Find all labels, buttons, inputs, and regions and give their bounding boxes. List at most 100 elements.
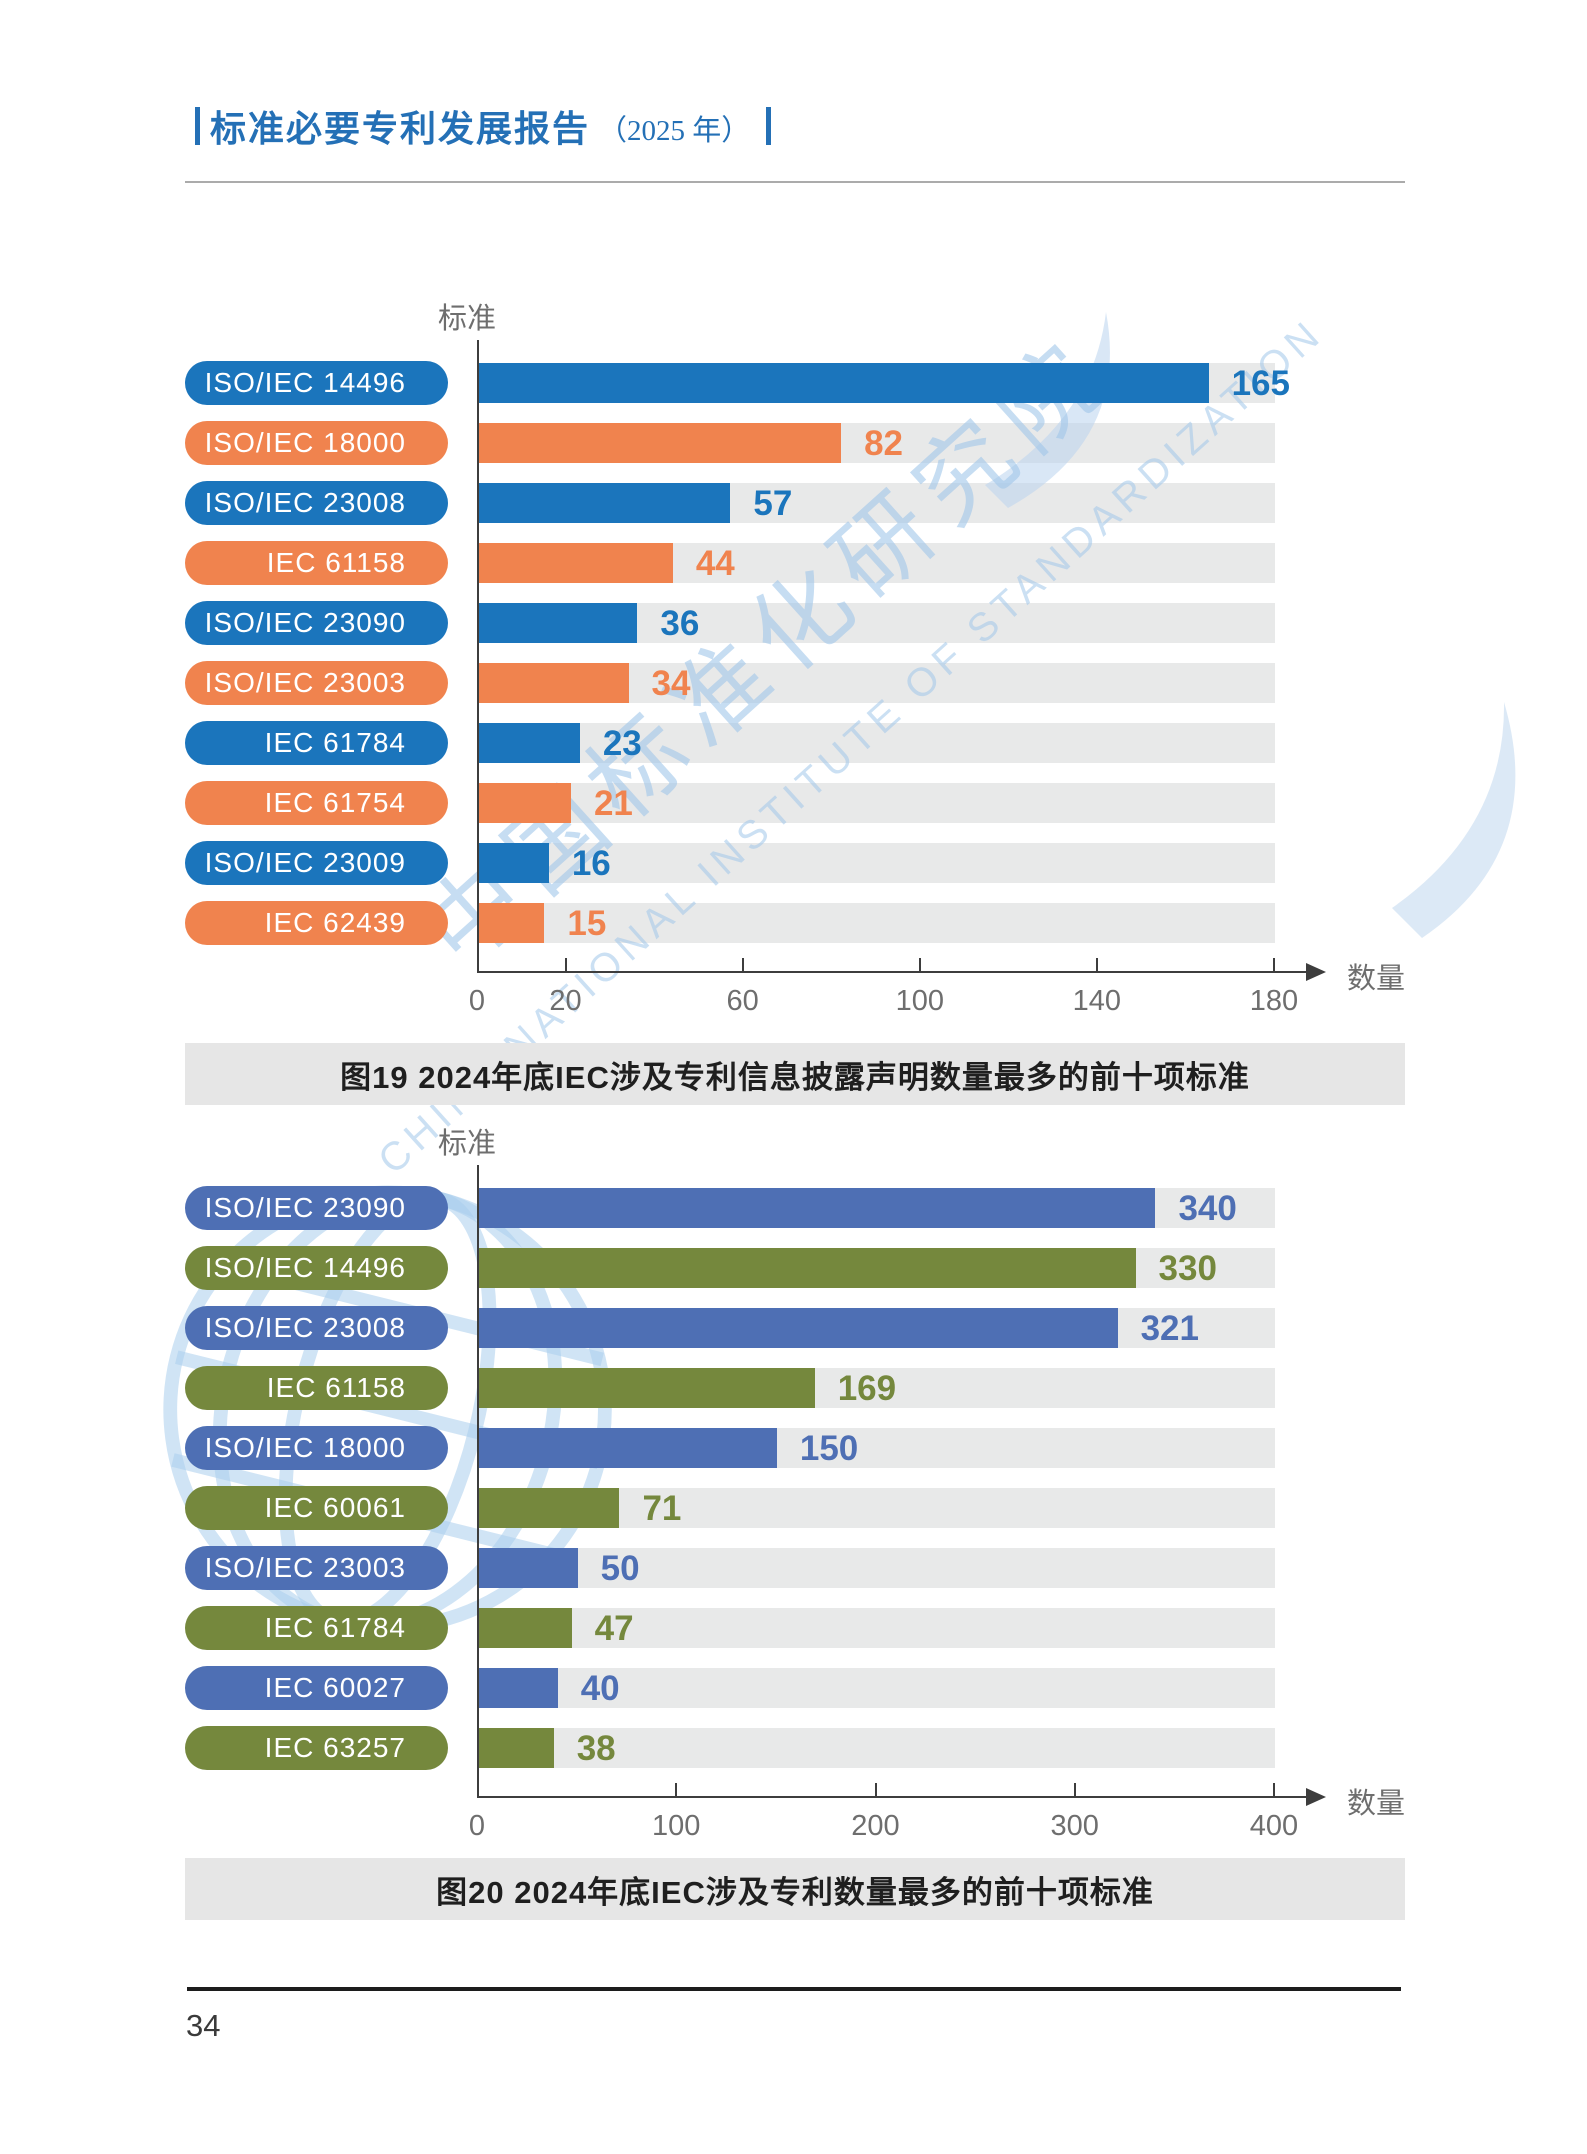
value-label: 44 (695, 544, 735, 583)
x-axis-line (477, 1796, 1307, 1798)
value-label: 340 (1178, 1189, 1237, 1228)
category-pill: IEC 61158 (185, 541, 448, 585)
value-label: 150 (799, 1429, 859, 1468)
bar (478, 723, 580, 763)
bar (478, 1608, 572, 1648)
bar-row: IEC 60061 71 (185, 1478, 1535, 1538)
x-axis-title: 数量 (1347, 1788, 1406, 1820)
bar (478, 1728, 554, 1768)
bar (478, 1248, 1136, 1288)
footer-divider (187, 1987, 1401, 1991)
bar-plot: 50 (477, 1538, 1275, 1598)
value-label: 165 (1231, 364, 1290, 403)
category-pill: ISO/IEC 18000 (185, 421, 448, 465)
value-label: 34 (651, 664, 691, 703)
y-axis-line (477, 1165, 479, 1797)
bar (478, 1188, 1156, 1228)
x-axis-tick (874, 1783, 877, 1796)
bar-row: IEC 63257 38 (185, 1718, 1535, 1778)
header-bar-right-icon (766, 107, 772, 145)
bar-track (478, 843, 1275, 883)
category-pill: IEC 61754 (185, 781, 448, 825)
category-pill: ISO/IEC 23090 (185, 601, 448, 645)
bar-plot: 47 (477, 1598, 1275, 1658)
x-axis-tick (1273, 1783, 1275, 1796)
bar-plot: 340 (477, 1178, 1275, 1238)
bar-plot: 44 (477, 533, 1275, 593)
x-axis-tick-label: 180 (1249, 985, 1299, 1017)
category-pill: ISO/IEC 23008 (185, 1306, 448, 1350)
bar (478, 903, 545, 943)
bar-row: IEC 60027 40 (185, 1658, 1535, 1718)
bar (478, 1488, 620, 1528)
bar (478, 1308, 1118, 1348)
bar-row: ISO/IEC 23008 57 (185, 473, 1535, 533)
bar-row: IEC 61158 169 (185, 1358, 1535, 1418)
value-label: 21 (593, 784, 633, 823)
x-axis-tick (564, 958, 567, 971)
bar-plot: 169 (477, 1358, 1275, 1418)
category-pill: IEC 61158 (185, 1366, 448, 1410)
bar-row: IEC 61784 47 (185, 1598, 1535, 1658)
category-pill: ISO/IEC 23003 (185, 1546, 448, 1590)
category-pill: IEC 63257 (185, 1726, 448, 1770)
bar (478, 843, 549, 883)
bar-plot: 36 (477, 593, 1275, 653)
value-label: 40 (580, 1669, 620, 1708)
bar (478, 483, 731, 523)
bar-row: ISO/IEC 18000 150 (185, 1418, 1535, 1478)
bar-plot: 57 (477, 473, 1275, 533)
bar-rows: ISO/IEC 14496 165 ISO/IEC 18000 82 ISO/IEC 2… (185, 353, 1535, 953)
bar (478, 663, 629, 703)
value-label: 16 (571, 844, 611, 883)
header-bar-left-icon (195, 107, 200, 145)
x-axis-tick (1073, 1783, 1076, 1796)
y-axis-title: 标准 (438, 303, 497, 335)
value-label: 57 (753, 484, 793, 523)
value-label: 38 (576, 1729, 616, 1768)
bar-row: IEC 61158 44 (185, 533, 1535, 593)
value-label: 50 (600, 1549, 640, 1588)
report-title: 标准必要专利发展报告 (210, 108, 591, 149)
category-pill: ISO/IEC 14496 (185, 1246, 448, 1290)
category-pill: IEC 61784 (185, 1606, 448, 1650)
category-pill: IEC 61784 (185, 721, 448, 765)
bar-row: IEC 62439 15 (185, 893, 1535, 953)
bar (478, 603, 638, 643)
category-pill: IEC 60027 (185, 1666, 448, 1710)
x-axis-tick (675, 1783, 678, 1796)
x-axis-arrow-icon (1306, 963, 1326, 981)
bar-row: ISO/IEC 23003 50 (185, 1538, 1535, 1598)
value-label: 47 (594, 1609, 634, 1648)
x-axis-tick (1273, 958, 1275, 971)
bar-row: ISO/IEC 23003 34 (185, 653, 1535, 713)
value-label: 169 (837, 1369, 897, 1408)
bar-plot: 40 (477, 1658, 1275, 1718)
header-divider (185, 181, 1405, 183)
x-axis-line (477, 971, 1307, 973)
value-label: 15 (567, 904, 607, 943)
figure-19-caption: 图19 2024年底IEC涉及专利信息披露声明数量最多的前十项标准 (185, 1043, 1405, 1105)
bar (478, 423, 842, 463)
x-axis-tick-label: 20 (549, 985, 582, 1017)
bar-plot: 34 (477, 653, 1275, 713)
bar (478, 1368, 815, 1408)
value-label: 71 (642, 1489, 682, 1528)
x-axis-tick (918, 958, 921, 971)
bar-track (478, 1548, 1275, 1588)
bar-plot: 23 (477, 713, 1275, 773)
bar-row: ISO/IEC 23009 16 (185, 833, 1535, 893)
bar (478, 783, 571, 823)
bar (478, 543, 673, 583)
bar-row: ISO/IEC 14496 165 (185, 353, 1535, 413)
bar-row: ISO/IEC 23090 36 (185, 593, 1535, 653)
bar-plot: 16 (477, 833, 1275, 893)
x-axis-tick (1095, 958, 1098, 971)
bar-track (478, 783, 1275, 823)
category-pill: ISO/IEC 23003 (185, 661, 448, 705)
page-header: 标准必要专利发展报告 （2025 年） (185, 100, 781, 152)
x-axis-tick-label: 200 (851, 1810, 900, 1842)
y-axis-title: 标准 (438, 1128, 497, 1160)
bar-row: ISO/IEC 14496 330 (185, 1238, 1535, 1298)
